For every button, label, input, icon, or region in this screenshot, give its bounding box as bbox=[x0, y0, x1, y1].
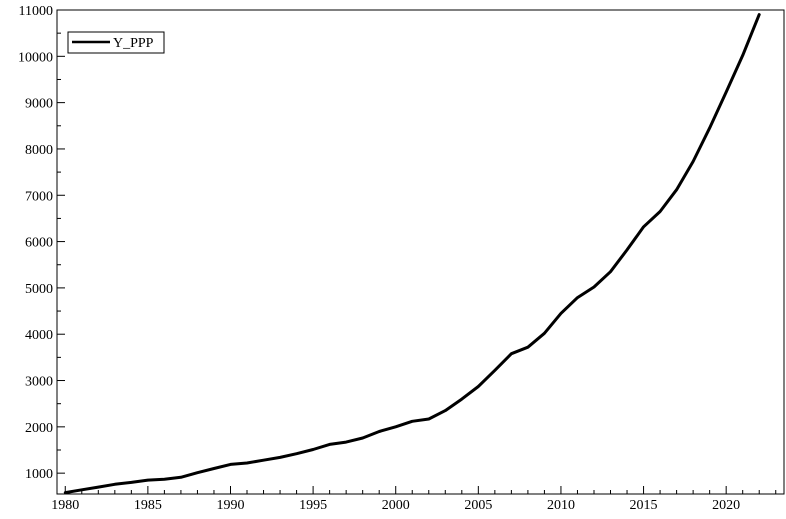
x-axis: 1980 1985 1990 1995 2000 2005 2010 2015 2020 bbox=[51, 486, 775, 513]
y-tick-label: 1000 bbox=[25, 467, 53, 482]
x-tick-label: 1990 bbox=[216, 498, 244, 513]
x-tick-label: 1995 bbox=[299, 498, 327, 513]
x-tick-label: 1980 bbox=[51, 498, 79, 513]
x-tick-label: 2000 bbox=[382, 498, 410, 513]
y-axis: 1000 2000 3000 4000 5000 6000 7000 8000 9000 1000… bbox=[18, 4, 65, 482]
x-tick-label: 2015 bbox=[630, 498, 658, 513]
legend-label: Y_PPP bbox=[113, 36, 154, 51]
x-tick-label: 1985 bbox=[134, 498, 162, 513]
y-tick-label: 2000 bbox=[25, 421, 53, 436]
y-tick-label: 4000 bbox=[25, 328, 53, 343]
series-line-y-ppp bbox=[65, 15, 759, 493]
y-tick-label: 10000 bbox=[18, 50, 53, 65]
y-tick-label: 11000 bbox=[19, 4, 53, 19]
y-tick-label: 3000 bbox=[25, 375, 53, 390]
legend: Y_PPP bbox=[68, 32, 164, 53]
x-tick-label: 2010 bbox=[547, 498, 575, 513]
y-tick-label: 8000 bbox=[25, 143, 53, 158]
y-tick-label: 6000 bbox=[25, 236, 53, 251]
x-tick-label: 2020 bbox=[712, 498, 740, 513]
y-tick-label: 5000 bbox=[25, 282, 53, 297]
y-tick-label: 7000 bbox=[25, 189, 53, 204]
y-tick-label: 9000 bbox=[25, 97, 53, 112]
x-tick-label: 2005 bbox=[464, 498, 492, 513]
